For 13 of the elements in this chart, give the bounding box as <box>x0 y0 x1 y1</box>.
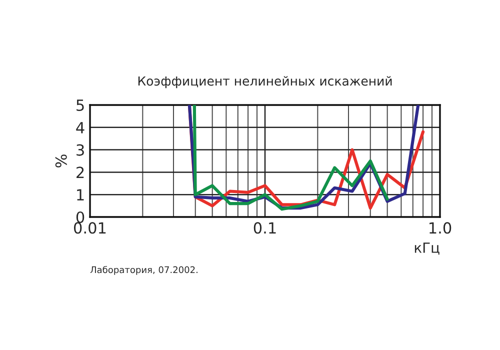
text: Лаборатория, 07.2002. <box>90 266 198 275</box>
y-tick-label: 4 <box>76 122 84 134</box>
y-tick-label: 2 <box>76 166 84 178</box>
y-tick-label: 5 <box>76 100 84 112</box>
x-axis-title: кГц <box>414 242 440 255</box>
y-tick-label: 3 <box>76 144 84 156</box>
x-tick-label: 0.1 <box>254 222 276 234</box>
y-tick-label: 0 <box>76 211 84 224</box>
x-tick-label: 0.01 <box>74 222 106 234</box>
y-axis-title: % <box>55 154 67 168</box>
chart-title: Коэффициент нелинейных искажений <box>138 76 392 88</box>
y-tick-label: 1 <box>77 189 84 200</box>
x-tick-label: 1.0 <box>430 222 452 234</box>
